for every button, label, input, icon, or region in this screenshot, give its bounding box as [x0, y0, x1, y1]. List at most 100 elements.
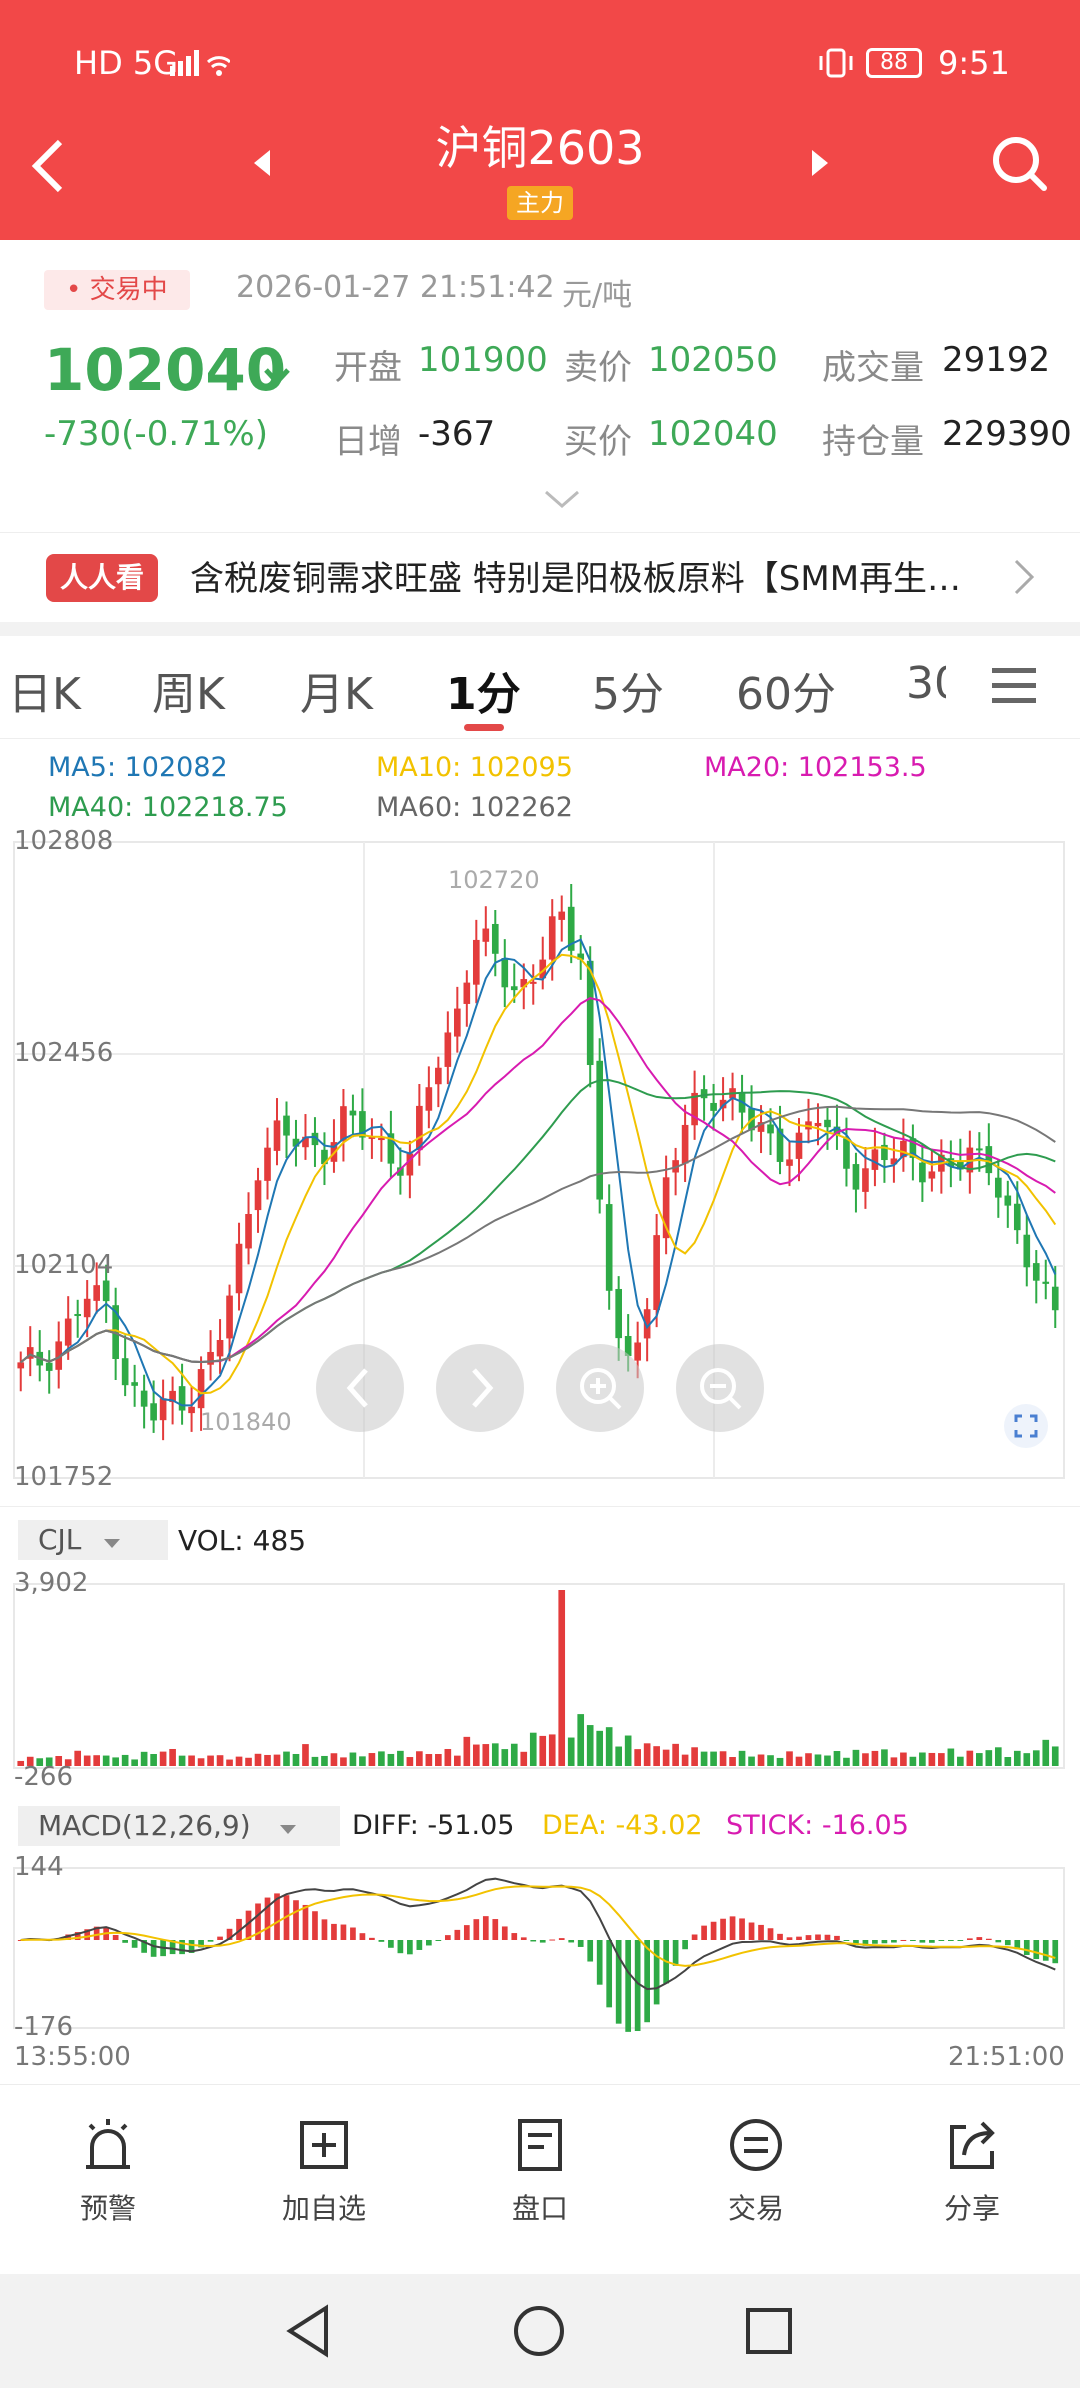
nav-share-label: 分享 — [943, 2192, 1000, 2225]
tab-daily-k[interactable]: 日K — [8, 669, 81, 720]
volume-bar — [121, 1754, 129, 1766]
candle-body — [1032, 1263, 1040, 1281]
volume-bar — [397, 1750, 404, 1766]
volume-bar — [112, 1757, 119, 1766]
page-title: 沪铜2603 — [435, 121, 645, 175]
news-banner[interactable]: 人人看 含税废铜需求旺盛 特别是阳极板原料【SMM再生… — [0, 532, 1080, 623]
volume-bar — [36, 1758, 44, 1766]
candle-body — [548, 916, 556, 960]
macd-bar — [1014, 1940, 1021, 1950]
macd-bar — [966, 1938, 973, 1940]
macd-bar — [872, 1940, 878, 1944]
tab-30min[interactable]: 30 — [906, 658, 946, 709]
macd-bar — [710, 1921, 717, 1940]
next-contract-button[interactable] — [808, 148, 832, 182]
tab-5min[interactable]: 5分 — [592, 669, 664, 720]
volume-value: 29192 — [942, 340, 1051, 380]
indicator-select[interactable]: CJL — [18, 1520, 168, 1560]
candle-body — [700, 1089, 708, 1099]
candle-body — [928, 1171, 936, 1179]
bid-label: 买价 — [564, 422, 632, 462]
back-button[interactable] — [28, 138, 68, 198]
active-tab-indicator — [464, 724, 504, 731]
expand-chevron-icon[interactable] — [542, 488, 582, 516]
zoom-in-button[interactable] — [556, 1344, 644, 1432]
macd-bar — [644, 1940, 650, 2023]
candle-body — [159, 1398, 167, 1421]
macd-bar — [426, 1940, 432, 1946]
macd-bar — [995, 1940, 1002, 1943]
macd-select[interactable]: MACD(12,26,9) — [18, 1806, 340, 1846]
scroll-right-button[interactable] — [436, 1344, 524, 1432]
nav-alert[interactable]: 预警 — [0, 2085, 216, 2275]
candle-body — [17, 1362, 25, 1369]
volume-bar — [26, 1756, 34, 1766]
nav-trade[interactable]: 交易 — [648, 2085, 864, 2275]
scroll-left-button[interactable] — [316, 1344, 404, 1432]
volume-bar — [207, 1755, 214, 1766]
macd-bar — [900, 1939, 907, 1941]
tab-weekly-k[interactable]: 周K — [152, 669, 225, 720]
chevron-right-icon — [472, 1368, 494, 1408]
candle-body — [719, 1099, 727, 1109]
system-recent-icon[interactable] — [742, 2304, 796, 2358]
volume-bar — [159, 1751, 167, 1766]
volume-bar — [406, 1757, 414, 1766]
divider — [0, 1506, 1080, 1507]
chevron-right-icon[interactable] — [1012, 557, 1036, 601]
candle-body — [577, 953, 585, 960]
price-unit: 元/吨 — [562, 278, 633, 313]
fullscreen-button[interactable] — [1004, 1404, 1048, 1448]
volume-bar — [662, 1749, 670, 1766]
news-headline[interactable]: 含税废铜需求旺盛 特别是阳极板原料【SMM再生… — [190, 559, 962, 599]
macd-bar — [84, 1929, 91, 1940]
macd-bar — [549, 1939, 556, 1941]
prev-contract-button[interactable] — [250, 148, 274, 182]
macd-bar — [482, 1916, 489, 1940]
candle-body — [121, 1358, 129, 1386]
volume-bar — [548, 1734, 556, 1766]
zoom-out-button[interactable] — [676, 1344, 764, 1432]
volume-bar — [672, 1743, 679, 1766]
alarm-icon — [86, 2119, 130, 2169]
nav-order-book[interactable]: 盘口 — [432, 2085, 648, 2275]
candle-body — [264, 1147, 271, 1181]
ask-label: 卖价 — [564, 348, 632, 388]
volume-bar — [710, 1751, 717, 1766]
daily-increase-value: -367 — [418, 414, 496, 454]
candle-body — [444, 1032, 452, 1067]
candle-body — [994, 1177, 1002, 1198]
nav-add-watchlist[interactable]: 加自选 — [216, 2085, 432, 2275]
volume-bar — [349, 1752, 357, 1766]
volume-bar — [767, 1755, 774, 1766]
candle-body — [387, 1133, 395, 1164]
macd-bar — [1004, 1940, 1011, 1946]
system-home-icon[interactable] — [512, 2304, 566, 2358]
search-icon[interactable] — [990, 134, 1050, 198]
tab-1min[interactable]: 1分 — [446, 669, 521, 720]
volume-bar — [890, 1757, 898, 1766]
macd-bar — [720, 1918, 726, 1940]
menu-icon[interactable] — [990, 664, 1038, 712]
candle-body — [681, 1124, 689, 1164]
candle-body — [197, 1369, 205, 1409]
tab-60min[interactable]: 60分 — [736, 669, 836, 720]
macd-bar — [321, 1919, 328, 1940]
candle-body — [397, 1167, 404, 1176]
zoom-in-icon — [580, 1368, 622, 1410]
volume-bar — [567, 1737, 575, 1766]
macd-bar — [492, 1919, 499, 1940]
candle-body — [985, 1146, 993, 1174]
tab-monthly-k[interactable]: 月K — [300, 669, 373, 720]
macd-bar — [985, 1938, 992, 1940]
system-back-icon[interactable] — [282, 2304, 336, 2358]
macd-bar — [701, 1925, 707, 1940]
candle-body — [586, 960, 594, 1066]
nav-share[interactable]: 分享 — [864, 2085, 1080, 2275]
open-interest-label: 持仓量 — [822, 422, 924, 462]
volume-bar — [805, 1753, 812, 1766]
candle-body — [757, 1122, 765, 1132]
macd-bar — [786, 1937, 793, 1940]
macd-bar — [444, 1935, 451, 1940]
